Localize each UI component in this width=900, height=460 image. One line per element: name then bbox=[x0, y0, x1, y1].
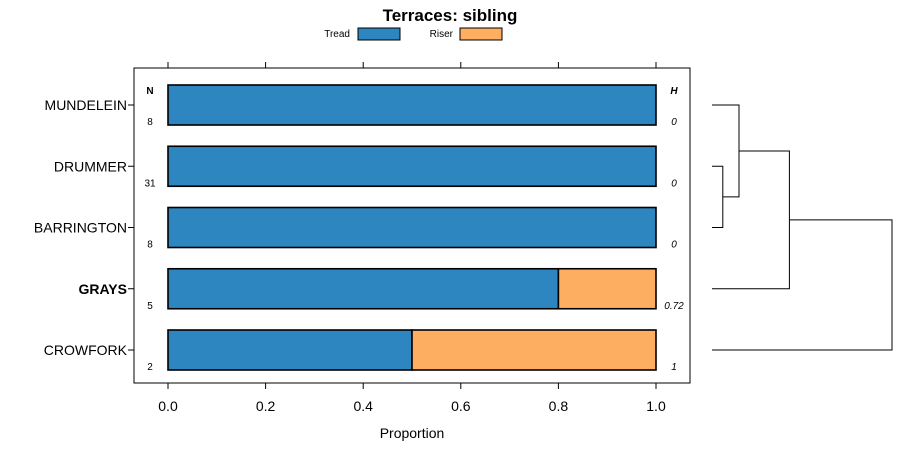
x-tick-label-3: 0.6 bbox=[451, 398, 471, 414]
bar-crowfork-riser bbox=[411, 329, 657, 371]
x-tick-label-1: 0.2 bbox=[256, 398, 276, 414]
axes: 0.0 0.2 0.4 0.6 0.8 1.0 bbox=[128, 62, 666, 414]
category-label-grays: GRAYS bbox=[78, 281, 127, 297]
h-value-mundelein: 0 bbox=[671, 117, 677, 128]
n-value-drummer: 31 bbox=[144, 178, 156, 189]
bar-grays-riser bbox=[557, 267, 657, 310]
category-label-barrington: BARRINGTON bbox=[34, 220, 127, 236]
chart-title: Terraces: sibling bbox=[383, 6, 518, 25]
h-value-barrington: 0 bbox=[671, 240, 677, 251]
n-value-grays: 5 bbox=[147, 301, 153, 312]
n-value-crowfork: 2 bbox=[147, 362, 153, 373]
category-label-mundelein: MUNDELEIN bbox=[45, 97, 127, 113]
legend-label-tread: Tread bbox=[324, 29, 350, 40]
legend-swatch-tread bbox=[357, 27, 401, 41]
legend-label-riser: Riser bbox=[430, 29, 454, 40]
bar-drummer-tread bbox=[167, 145, 657, 188]
bars: MUNDELEIN 8 0 DRUMMER 31 0 BARRINGTON 8 0 GRAYS 5 0… bbox=[34, 84, 684, 373]
bar-crowfork-tread bbox=[167, 329, 413, 371]
h-value-grays: 0.72 bbox=[664, 301, 684, 312]
category-label-crowfork: CROWFORK bbox=[44, 342, 128, 358]
dendrogram-link-0 bbox=[712, 165, 724, 228]
h-column-header: H bbox=[670, 86, 678, 97]
x-tick-label-5: 1.0 bbox=[646, 398, 666, 414]
legend: Tread Riser bbox=[324, 27, 503, 41]
x-tick-label-4: 0.8 bbox=[549, 398, 569, 414]
bar-barrington-tread bbox=[167, 206, 657, 249]
n-value-mundelein: 8 bbox=[147, 117, 153, 128]
bar-grays-tread bbox=[167, 267, 560, 310]
category-label-drummer: DRUMMER bbox=[54, 158, 127, 174]
n-value-barrington: 8 bbox=[147, 240, 153, 251]
dendrogram bbox=[712, 104, 893, 351]
h-value-crowfork: 1 bbox=[671, 362, 677, 373]
h-value-drummer: 0 bbox=[671, 178, 677, 189]
bar-mundelein-tread bbox=[167, 84, 657, 126]
legend-swatch-riser bbox=[459, 27, 503, 41]
x-axis-label: Proportion bbox=[380, 425, 445, 441]
x-tick-label-2: 0.4 bbox=[353, 398, 373, 414]
dendrogram-link-1 bbox=[712, 104, 740, 198]
n-column-header: N bbox=[146, 86, 153, 97]
dendrogram-link-2 bbox=[712, 150, 790, 290]
dendrogram-link-3 bbox=[712, 219, 893, 351]
x-tick-label-0: 0.0 bbox=[158, 398, 178, 414]
plot-frame bbox=[133, 67, 691, 384]
